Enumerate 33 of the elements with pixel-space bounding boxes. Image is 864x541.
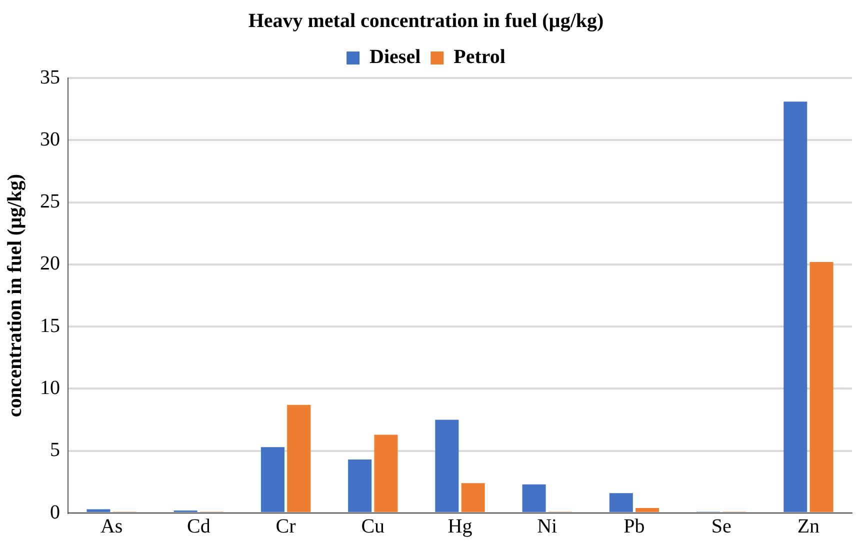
x-tick-label: Zn bbox=[797, 515, 820, 538]
y-tick-label: 5 bbox=[50, 439, 60, 462]
bar bbox=[86, 509, 110, 512]
y-tick-label: 15 bbox=[40, 314, 60, 337]
legend-label: Diesel bbox=[370, 46, 422, 68]
bar bbox=[348, 460, 372, 512]
bar bbox=[784, 102, 808, 512]
x-tick-label: Cr bbox=[276, 515, 296, 538]
chart-title: Heavy metal concentration in fuel (µg/kg) bbox=[248, 10, 604, 32]
bar bbox=[636, 508, 660, 512]
x-tick-label: Ni bbox=[537, 515, 558, 538]
y-tick-label: 25 bbox=[40, 190, 60, 213]
y-tick-label: 0 bbox=[50, 501, 60, 524]
legend-label: Petrol bbox=[454, 46, 506, 68]
bar bbox=[461, 483, 485, 512]
bar bbox=[435, 420, 459, 512]
x-tick-label: Se bbox=[711, 515, 732, 538]
x-tick-label: As bbox=[100, 515, 123, 538]
bar bbox=[287, 404, 311, 512]
y-tick-label: 20 bbox=[40, 252, 60, 275]
x-tick-label: Cu bbox=[361, 515, 385, 538]
bar bbox=[260, 447, 284, 512]
x-tick-label: Pb bbox=[624, 515, 645, 538]
x-tick-label: Cd bbox=[186, 515, 210, 538]
x-tick-label: Hg bbox=[448, 515, 472, 538]
bar bbox=[374, 434, 398, 512]
bar bbox=[810, 262, 834, 512]
y-tick-label: 30 bbox=[40, 128, 60, 150]
bar bbox=[522, 484, 546, 512]
bar bbox=[609, 493, 633, 512]
y-tick-label: 35 bbox=[40, 66, 60, 88]
y-tick-label: 10 bbox=[40, 376, 60, 399]
y-axis-title: concentration in fuel (µg/kg) bbox=[4, 174, 26, 418]
